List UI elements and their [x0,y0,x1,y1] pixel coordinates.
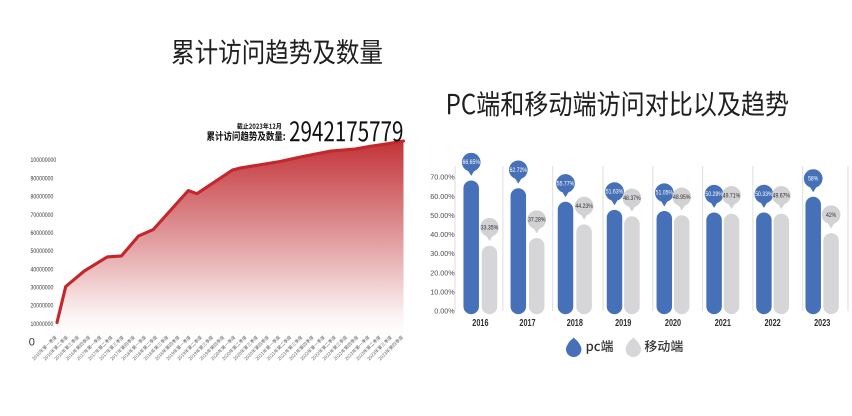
svg-text:10000000: 10000000 [31,321,54,328]
svg-text:49.67%: 49.67% [773,192,791,199]
svg-text:50000000: 50000000 [31,248,54,255]
svg-text:50.33%: 50.33% [755,191,773,198]
svg-text:70.00%: 70.00% [430,173,455,182]
svg-text:48.37%: 48.37% [623,195,641,202]
svg-text:66.65%: 66.65% [463,159,481,166]
svg-text:42%: 42% [826,212,837,219]
svg-text:30000000: 30000000 [31,285,54,292]
svg-text:90000000: 90000000 [31,175,54,182]
svg-text:100000000: 100000000 [31,157,57,164]
svg-text:48.95%: 48.95% [673,194,691,201]
svg-text:2020: 2020 [665,318,682,329]
svg-text:30.00%: 30.00% [430,249,455,258]
svg-text:20.00%: 20.00% [430,268,455,277]
svg-text:40.00%: 40.00% [430,230,455,239]
svg-text:49.71%: 49.71% [723,192,741,199]
svg-text:40000000: 40000000 [31,266,54,273]
svg-text:60000000: 60000000 [31,230,54,237]
svg-text:44.23%: 44.23% [575,203,593,210]
svg-text:2022: 2022 [765,318,782,329]
svg-text:0.00%: 0.00% [434,307,455,316]
svg-text:58%: 58% [808,176,819,183]
svg-text:62.72%: 62.72% [510,167,528,174]
svg-text:55.77%: 55.77% [557,181,575,188]
svg-text:37.28%: 37.28% [528,217,546,224]
svg-text:60.00%: 60.00% [430,192,455,201]
svg-text:33.35%: 33.35% [481,224,499,231]
svg-text:80000000: 80000000 [31,194,54,201]
svg-text:2019: 2019 [615,318,632,329]
svg-text:0: 0 [29,336,35,348]
svg-text:51.05%: 51.05% [656,190,674,197]
svg-text:50.29%: 50.29% [705,191,723,198]
svg-text:10.00%: 10.00% [430,287,455,296]
svg-text:50.00%: 50.00% [430,211,455,220]
svg-text:2021: 2021 [715,318,732,329]
svg-text:2016: 2016 [472,318,489,329]
svg-text:2017: 2017 [519,318,536,329]
svg-text:70000000: 70000000 [31,212,54,219]
svg-text:2018: 2018 [567,318,584,329]
svg-text:2023: 2023 [814,318,831,329]
svg-text:51.63%: 51.63% [606,189,624,196]
svg-text:20000000: 20000000 [31,303,54,310]
